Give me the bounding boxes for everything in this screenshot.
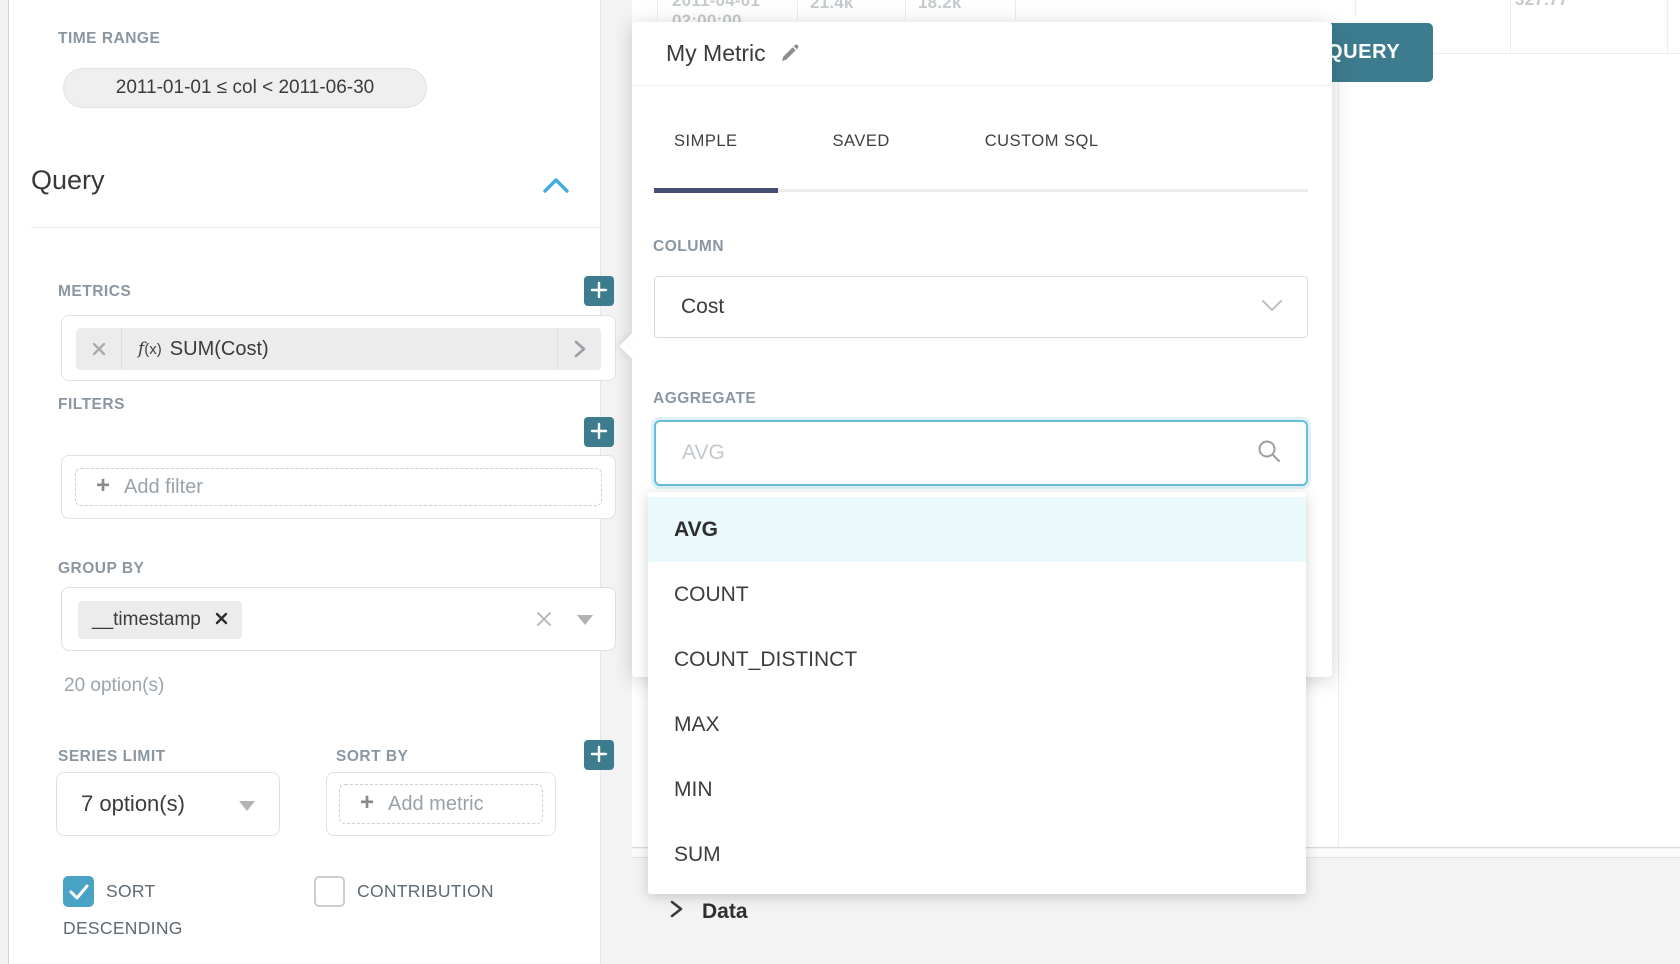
group-by-options-hint: 20 option(s) xyxy=(64,675,165,696)
sort-descending-label: SORT xyxy=(106,881,156,901)
chevron-down-icon[interactable] xyxy=(577,615,593,625)
edit-metric-chevron-icon[interactable] xyxy=(557,328,601,370)
add-sort-metric-button[interactable] xyxy=(584,740,614,770)
table-gridline xyxy=(1355,0,1356,16)
column-label: COLUMN xyxy=(653,238,725,255)
table-row-border xyxy=(1338,53,1680,54)
plus-icon: + xyxy=(96,471,111,499)
add-filter-dropzone[interactable]: + Add filter xyxy=(75,468,602,506)
sort-descending-checkbox[interactable] xyxy=(63,876,94,907)
table-cell-timestamp: 2011-04-01 xyxy=(672,0,761,10)
sort-descending-label-line2: DESCENDING xyxy=(63,918,183,938)
filters-container: + Add filter xyxy=(61,455,616,519)
aggregate-search-input[interactable]: AVG xyxy=(654,420,1308,486)
column-select[interactable]: Cost xyxy=(654,276,1308,338)
sort-by-container: + Add metric xyxy=(326,772,556,836)
contribution-checkbox[interactable] xyxy=(314,876,345,907)
metrics-container: f(x) SUM(Cost) xyxy=(61,315,616,381)
group-by-tag-label: __timestamp xyxy=(92,609,201,630)
add-filter-placeholder: Add filter xyxy=(124,475,203,498)
metric-pill[interactable]: f(x) SUM(Cost) xyxy=(76,328,601,370)
table-cell-value: 21.4k xyxy=(810,0,854,12)
table-cell-value: 18.2k xyxy=(918,0,962,12)
popover-title: My Metric xyxy=(666,40,766,66)
fx-icon: f(x) xyxy=(138,339,162,359)
remove-metric-icon[interactable] xyxy=(76,328,122,370)
column-select-value: Cost xyxy=(681,295,725,318)
table-cell-value: 327.77 xyxy=(1515,0,1568,10)
data-panel-toggle[interactable]: Data xyxy=(668,899,748,924)
aggregate-placeholder: AVG xyxy=(682,441,725,464)
aggregate-option-min[interactable]: MIN xyxy=(674,777,713,801)
tab-custom-sql[interactable]: CUSTOM SQL xyxy=(984,132,1099,150)
section-divider xyxy=(31,227,601,228)
series-limit-select[interactable]: 7 option(s) xyxy=(56,772,280,836)
table-gridline xyxy=(797,0,798,20)
popover-header: My Metric xyxy=(632,22,1332,86)
chevron-down-icon xyxy=(239,801,255,811)
popover-tabs: SIMPLE SAVED CUSTOM SQL xyxy=(654,132,1119,151)
chevron-right-icon xyxy=(668,899,684,924)
metrics-label: METRICS xyxy=(58,283,132,300)
contribution-label: CONTRIBUTION xyxy=(357,881,494,901)
aggregate-label: AGGREGATE xyxy=(653,390,757,407)
aggregate-option-max[interactable]: MAX xyxy=(674,712,720,736)
tab-bar-line xyxy=(654,189,1308,192)
table-gridline xyxy=(1667,0,1668,53)
sort-by-label: SORT BY xyxy=(336,748,409,765)
query-control-panel: TIME RANGE 2011-01-01 ≤ col < 2011-06-30… xyxy=(8,0,616,964)
active-tab-underline xyxy=(654,188,778,193)
time-range-filter[interactable]: 2011-01-01 ≤ col < 2011-06-30 xyxy=(63,68,427,108)
group-by-label: GROUP BY xyxy=(58,560,145,577)
group-by-select[interactable]: __timestamp xyxy=(61,587,616,651)
query-section-title: Query xyxy=(31,165,105,195)
table-gridline xyxy=(657,0,658,20)
add-sort-metric-placeholder: Add metric xyxy=(388,792,484,815)
aggregate-option-count[interactable]: COUNT xyxy=(674,582,749,606)
check-icon xyxy=(69,884,88,899)
aggregate-option-count-distinct[interactable]: COUNT_DISTINCT xyxy=(674,647,858,671)
aggregate-option-avg[interactable]: AVG xyxy=(648,497,1306,562)
tab-saved[interactable]: SAVED xyxy=(832,132,890,150)
table-gridline xyxy=(905,0,906,20)
remove-tag-icon[interactable] xyxy=(215,609,228,631)
table-column-border xyxy=(1338,53,1339,847)
filters-label: FILTERS xyxy=(58,396,125,413)
aggregate-dropdown: AVG COUNT COUNT_DISTINCT MAX MIN SUM xyxy=(648,492,1306,894)
search-icon xyxy=(1256,438,1282,469)
group-by-tag[interactable]: __timestamp xyxy=(78,601,242,639)
time-range-label: TIME RANGE xyxy=(58,30,161,47)
tab-simple[interactable]: SIMPLE xyxy=(674,132,738,150)
collapse-section-icon[interactable] xyxy=(541,176,571,201)
add-sort-metric-dropzone[interactable]: + Add metric xyxy=(339,784,543,824)
metric-pill-label: SUM(Cost) xyxy=(169,337,269,360)
add-filter-button[interactable] xyxy=(584,417,614,447)
plus-icon: + xyxy=(360,788,375,816)
series-limit-value: 7 option(s) xyxy=(81,791,185,816)
plus-icon xyxy=(590,281,608,302)
edit-title-pencil-icon[interactable] xyxy=(778,41,802,70)
add-metric-button[interactable] xyxy=(584,276,614,306)
series-limit-label: SERIES LIMIT xyxy=(58,748,166,765)
plus-icon xyxy=(590,745,608,766)
clear-all-icon[interactable] xyxy=(535,610,553,633)
aggregate-option-sum[interactable]: SUM xyxy=(674,842,721,866)
chevron-down-icon xyxy=(1261,299,1283,312)
table-gridline xyxy=(1015,0,1016,20)
data-panel-label: Data xyxy=(702,899,748,923)
table-gridline xyxy=(1510,0,1511,53)
plus-icon xyxy=(590,422,608,443)
